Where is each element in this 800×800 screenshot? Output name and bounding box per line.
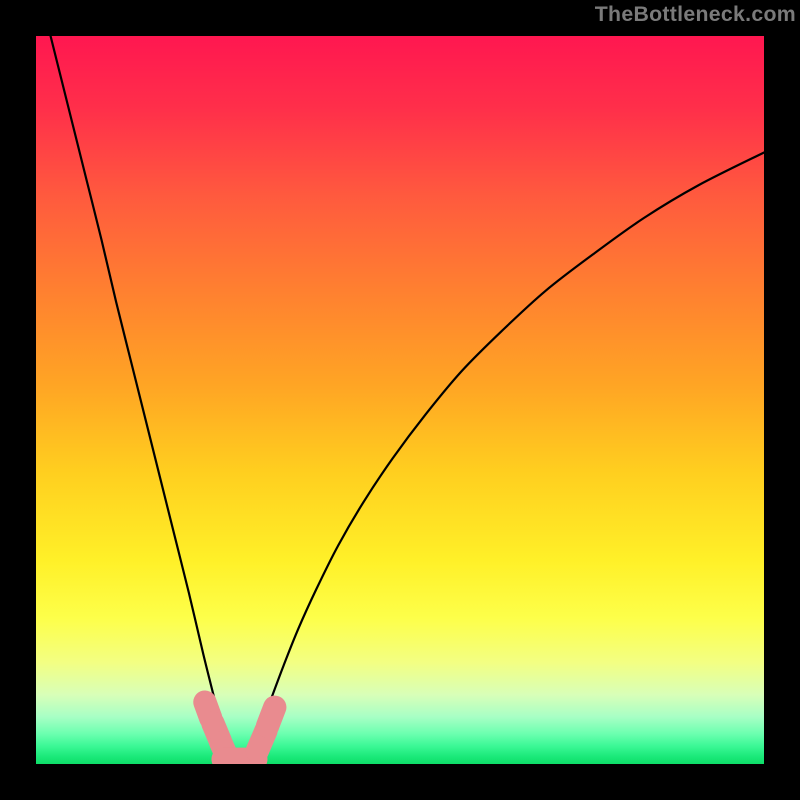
bottleneck-curve-left [51,36,233,764]
bottleneck-curve-right [233,152,764,764]
chart-stage: TheBottleneck.com [0,0,800,800]
source-watermark: TheBottleneck.com [595,2,796,27]
highlight-blob [268,707,275,726]
chart-svg-overlay [0,0,800,800]
